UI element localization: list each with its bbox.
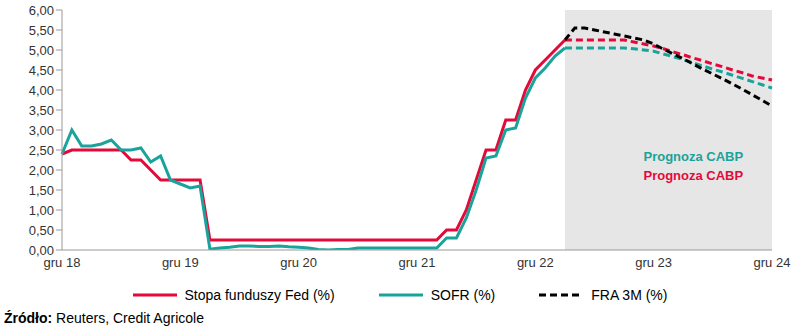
svg-text:0,00: 0,00 <box>29 243 54 258</box>
html-text:FRA 3M (%): FRA 3M (%) <box>591 287 668 303</box>
svg-text:3,50: 3,50 <box>29 103 54 118</box>
svg-text:Prognoza CABP: Prognoza CABP <box>643 149 743 164</box>
svg-text:2,00: 2,00 <box>29 163 54 178</box>
svg-text:gru 19: gru 19 <box>162 255 199 270</box>
svg-text:4,50: 4,50 <box>29 63 54 78</box>
svg-text:3,00: 3,00 <box>29 123 54 138</box>
svg-text:5,50: 5,50 <box>29 23 54 38</box>
svg-text:5,00: 5,00 <box>29 43 54 58</box>
html-text:Stopa funduszy Fed (%): Stopa funduszy Fed (%) <box>184 287 335 303</box>
svg-text:gru 21: gru 21 <box>399 255 436 270</box>
svg-text:4,00: 4,00 <box>29 83 54 98</box>
html-text:Źródło: Reuters, Credit Agrico: Źródło: Reuters, Credit Agricole <box>4 310 204 326</box>
svg-text:0,50: 0,50 <box>29 223 54 238</box>
svg-text:gru 23: gru 23 <box>635 255 672 270</box>
svg-text:gru 22: gru 22 <box>517 255 554 270</box>
svg-text:gru 24: gru 24 <box>754 255 791 270</box>
svg-text:gru 18: gru 18 <box>43 255 81 271</box>
svg-text:Prognoza CABP: Prognoza CABP <box>643 168 743 183</box>
html-text:SOFR (%): SOFR (%) <box>430 287 496 303</box>
svg-text:1,00: 1,00 <box>29 203 54 218</box>
svg-text:6,00: 6,00 <box>29 3 54 18</box>
svg-text:2,50: 2,50 <box>29 143 54 158</box>
svg-text:1,50: 1,50 <box>29 183 54 198</box>
svg-text:gru 20: gru 20 <box>280 255 317 270</box>
